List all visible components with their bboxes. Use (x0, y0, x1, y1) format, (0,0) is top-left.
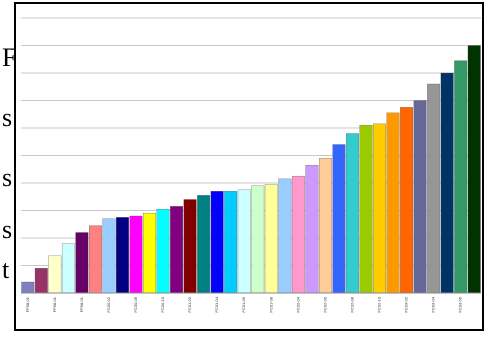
bar (264, 184, 278, 294)
bar (251, 185, 265, 294)
x-tick-label: FC01-02 (187, 296, 192, 312)
bar (427, 83, 441, 294)
bar (129, 215, 143, 294)
x-tick-label: FP08-01 (25, 296, 30, 312)
bar (467, 45, 481, 294)
bar (143, 213, 156, 294)
page-text-fragment: s (2, 103, 12, 132)
bar (183, 199, 197, 294)
bar (75, 232, 89, 294)
bar (346, 133, 359, 294)
bar (88, 225, 102, 294)
x-tick-label: FC01-06 (241, 296, 246, 312)
page-text-fragment: t (2, 255, 10, 284)
bar (156, 208, 170, 294)
bar (440, 72, 454, 294)
bar (291, 175, 305, 294)
bar (34, 268, 48, 294)
bar (116, 217, 129, 294)
x-tick-label: FC02-08 (349, 296, 354, 312)
bar (197, 195, 211, 294)
x-tick-label: FC02-04 (295, 296, 300, 312)
x-tick-label: FC00-02 (106, 296, 111, 312)
bar (210, 191, 224, 294)
x-tick-label: FC03-06 (458, 296, 463, 312)
bar (224, 191, 238, 294)
bar (170, 206, 184, 294)
x-tick-label: FC03-04 (431, 296, 436, 312)
x-tick-label: FP08-01 (79, 296, 84, 312)
page-text-fragment: s (2, 163, 12, 192)
bar (48, 255, 62, 294)
x-tick-label: FP08-01 (52, 296, 57, 312)
bar (413, 100, 427, 294)
x-tick-label: FC00-06 (133, 296, 138, 312)
x-tick-label: FC02-06 (322, 296, 327, 312)
page-text-fragment: F (2, 43, 16, 72)
x-tick-label: FC00-10 (160, 296, 165, 312)
bar (61, 243, 75, 294)
x-tick-label: FC01-04 (214, 296, 219, 312)
page-text-fragment: s (2, 215, 12, 244)
bar (454, 60, 468, 294)
bar (305, 164, 319, 294)
bar (373, 123, 386, 294)
bar (400, 107, 414, 294)
x-tick-label: FC02-10 (377, 296, 382, 312)
bar (278, 178, 292, 294)
bar (359, 125, 373, 294)
bar (21, 281, 35, 294)
x-tick-label: FC01-08 (268, 296, 273, 312)
bar (102, 218, 116, 294)
x-tick-label: FC03-02 (404, 296, 409, 312)
bar (237, 189, 251, 294)
bar (332, 144, 346, 294)
bar (318, 158, 332, 294)
bar (386, 112, 400, 294)
